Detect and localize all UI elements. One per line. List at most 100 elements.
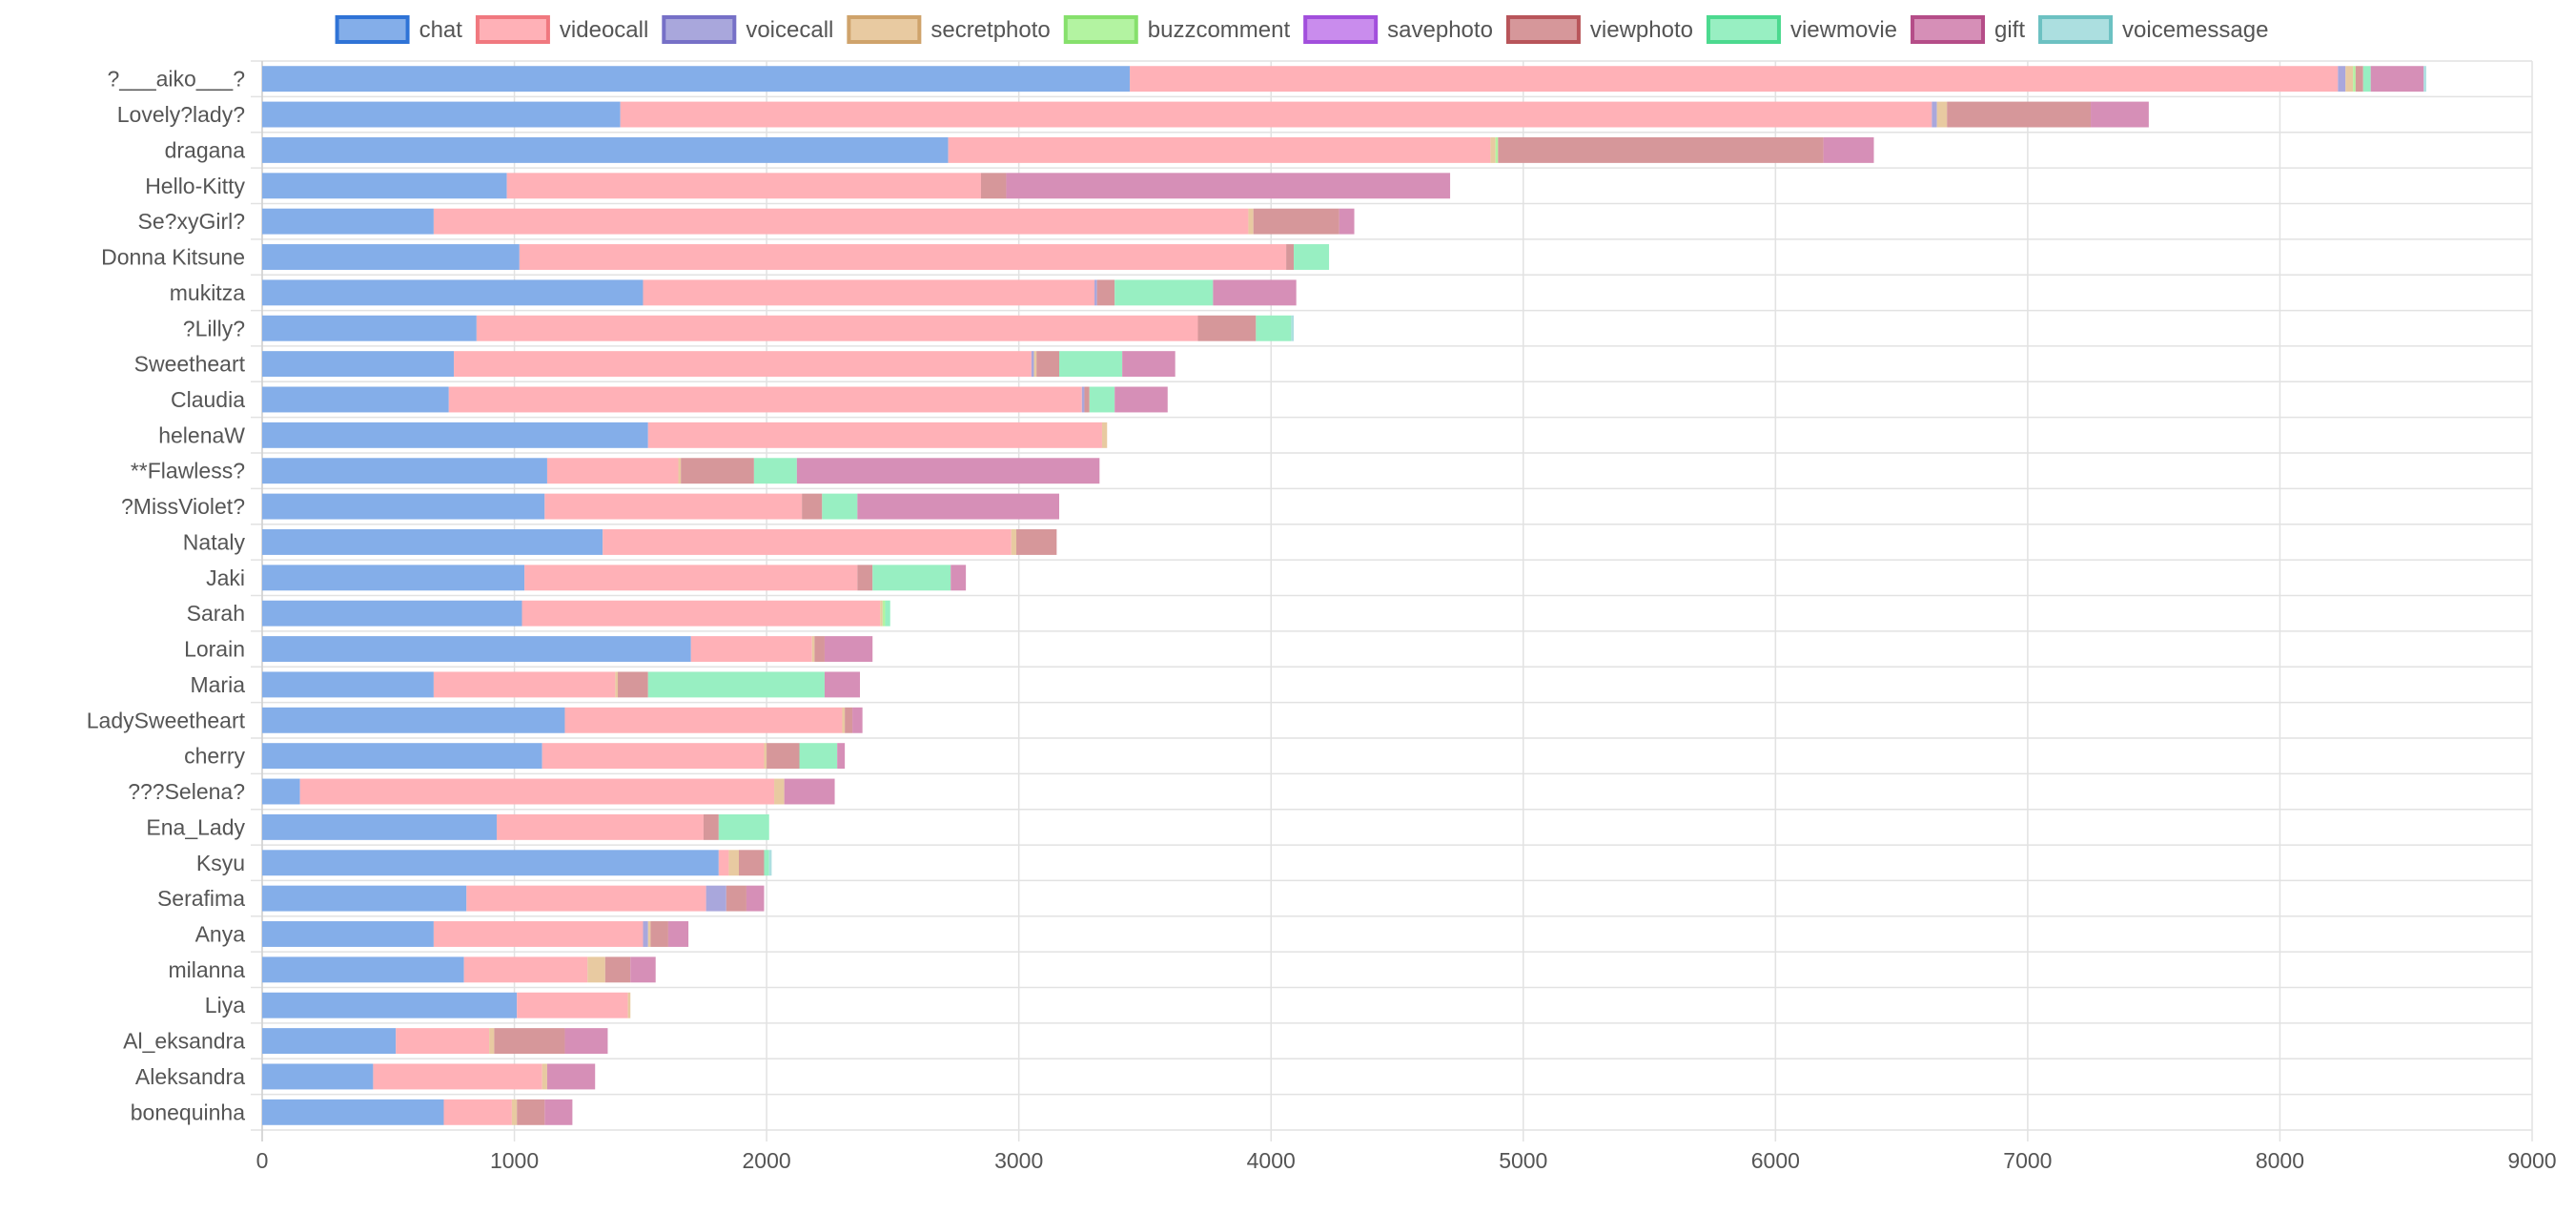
bar-segment-viewphoto[interactable] xyxy=(980,173,1007,199)
bar-segment-viewmovie[interactable] xyxy=(718,813,769,840)
bar-segment-videocall[interactable] xyxy=(521,600,881,627)
bar-segment-buzzcomment[interactable] xyxy=(1495,136,1499,163)
bar-segment-gift[interactable] xyxy=(837,743,846,770)
bar-segment-chat[interactable] xyxy=(262,1063,374,1090)
bar-segment-viewmovie[interactable] xyxy=(647,671,825,698)
bar-segment-viewmovie[interactable] xyxy=(885,600,890,627)
bar-segment-viewmovie[interactable] xyxy=(1089,386,1115,413)
bar-segment-viewphoto[interactable] xyxy=(1084,386,1090,413)
bar-segment-gift[interactable] xyxy=(857,493,1059,520)
bar-segment-voicecall[interactable] xyxy=(1094,279,1097,306)
bar-segment-videocall[interactable] xyxy=(396,1028,490,1055)
bar-segment-videocall[interactable] xyxy=(433,921,644,947)
bar-segment-videocall[interactable] xyxy=(448,386,1082,413)
bar-segment-viewphoto[interactable] xyxy=(857,565,873,591)
bar-segment-viewmovie[interactable] xyxy=(1114,279,1214,306)
bar-segment-videocall[interactable] xyxy=(299,778,775,805)
bar-segment-chat[interactable] xyxy=(262,992,518,1018)
bar-segment-videocall[interactable] xyxy=(546,458,679,484)
bar-segment-chat[interactable] xyxy=(262,850,719,876)
bar-segment-gift[interactable] xyxy=(746,885,765,912)
legend-item-videocall[interactable]: videocall xyxy=(475,15,648,44)
bar-segment-viewphoto[interactable] xyxy=(1947,101,2092,128)
bar-segment-chat[interactable] xyxy=(262,173,507,199)
bar-segment-gift[interactable] xyxy=(1823,136,1874,163)
bar-segment-viewphoto[interactable] xyxy=(814,636,825,663)
bar-segment-secretphoto[interactable] xyxy=(1490,136,1496,163)
bar-segment-viewphoto[interactable] xyxy=(726,885,746,912)
legend-item-secretphoto[interactable]: secretphoto xyxy=(847,15,1051,44)
bar-segment-viewphoto[interactable] xyxy=(1253,208,1339,235)
bar-segment-chat[interactable] xyxy=(262,66,1131,93)
bar-segment-chat[interactable] xyxy=(262,101,621,128)
bar-segment-secretphoto[interactable] xyxy=(542,1063,547,1090)
bar-segment-gift[interactable] xyxy=(951,565,967,591)
bar-segment-chat[interactable] xyxy=(262,600,522,627)
bar-segment-videocall[interactable] xyxy=(690,636,812,663)
bar-segment-viewphoto[interactable] xyxy=(1036,351,1059,378)
bar-segment-videocall[interactable] xyxy=(718,850,729,876)
bar-segment-videocall[interactable] xyxy=(948,136,1491,163)
bar-segment-chat[interactable] xyxy=(262,351,455,378)
bar-segment-gift[interactable] xyxy=(2091,101,2149,128)
bar-segment-secretphoto[interactable] xyxy=(764,743,767,770)
bar-segment-chat[interactable] xyxy=(262,813,498,840)
bar-segment-chat[interactable] xyxy=(262,315,477,341)
bar-segment-viewphoto[interactable] xyxy=(739,850,765,876)
bar-segment-secretphoto[interactable] xyxy=(678,458,682,484)
bar-segment-viewphoto[interactable] xyxy=(517,1099,545,1125)
bar-segment-secretphoto[interactable] xyxy=(511,1099,518,1125)
bar-segment-videocall[interactable] xyxy=(603,528,1012,555)
bar-segment-gift[interactable] xyxy=(1339,208,1355,235)
bar-segment-viewphoto[interactable] xyxy=(1096,279,1115,306)
bar-segment-gift[interactable] xyxy=(824,636,873,663)
legend-item-savephoto[interactable]: savephoto xyxy=(1303,15,1493,44)
bar-segment-videocall[interactable] xyxy=(542,743,765,770)
bar-segment-gift[interactable] xyxy=(1006,173,1451,199)
bar-segment-viewphoto[interactable] xyxy=(681,458,754,484)
bar-segment-gift[interactable] xyxy=(1213,279,1297,306)
bar-segment-viewmovie[interactable] xyxy=(872,565,951,591)
bar-segment-gift[interactable] xyxy=(796,458,1100,484)
bar-segment-secretphoto[interactable] xyxy=(2345,66,2354,93)
bar-segment-voicemessage[interactable] xyxy=(1291,315,1295,341)
bar-segment-viewphoto[interactable] xyxy=(1197,315,1257,341)
bar-segment-chat[interactable] xyxy=(262,279,644,306)
bar-segment-voicecall[interactable] xyxy=(1081,386,1085,413)
bar-segment-secretphoto[interactable] xyxy=(728,850,740,876)
bar-segment-gift[interactable] xyxy=(544,1099,573,1125)
bar-segment-gift[interactable] xyxy=(2370,66,2424,93)
bar-segment-chat[interactable] xyxy=(262,885,467,912)
bar-segment-gift[interactable] xyxy=(784,778,835,805)
bar-segment-videocall[interactable] xyxy=(463,956,588,983)
bar-segment-videocall[interactable] xyxy=(497,813,704,840)
bar-segment-videocall[interactable] xyxy=(643,279,1095,306)
bar-segment-viewphoto[interactable] xyxy=(618,671,648,698)
legend-item-gift[interactable]: gift xyxy=(1911,15,2025,44)
bar-segment-chat[interactable] xyxy=(262,921,434,947)
bar-segment-videocall[interactable] xyxy=(1130,66,2339,93)
bar-segment-secretphoto[interactable] xyxy=(1011,528,1017,555)
bar-segment-secretphoto[interactable] xyxy=(615,671,619,698)
bar-segment-voicecall[interactable] xyxy=(705,885,726,912)
legend-item-chat[interactable]: chat xyxy=(335,15,463,44)
bar-segment-chat[interactable] xyxy=(262,493,545,520)
bar-segment-chat[interactable] xyxy=(262,778,300,805)
bar-segment-gift[interactable] xyxy=(824,671,860,698)
bar-segment-viewmovie[interactable] xyxy=(822,493,858,520)
bar-segment-secretphoto[interactable] xyxy=(842,707,846,733)
bar-segment-buzzcomment[interactable] xyxy=(2353,66,2356,93)
bar-segment-viewmovie[interactable] xyxy=(764,850,769,876)
bar-segment-gift[interactable] xyxy=(546,1063,596,1090)
bar-segment-viewphoto[interactable] xyxy=(604,956,631,983)
bar-segment-viewphoto[interactable] xyxy=(802,493,823,520)
bar-segment-voicemessage[interactable] xyxy=(2423,66,2426,93)
bar-segment-voicecall[interactable] xyxy=(1031,351,1034,378)
bar-segment-gift[interactable] xyxy=(1114,386,1168,413)
bar-segment-chat[interactable] xyxy=(262,671,434,698)
bar-segment-videocall[interactable] xyxy=(519,244,1287,270)
bar-segment-videocall[interactable] xyxy=(647,421,1102,448)
legend-item-voicecall[interactable]: voicecall xyxy=(662,15,833,44)
bar-segment-gift[interactable] xyxy=(1122,351,1176,378)
bar-segment-voicemessage[interactable] xyxy=(768,850,772,876)
